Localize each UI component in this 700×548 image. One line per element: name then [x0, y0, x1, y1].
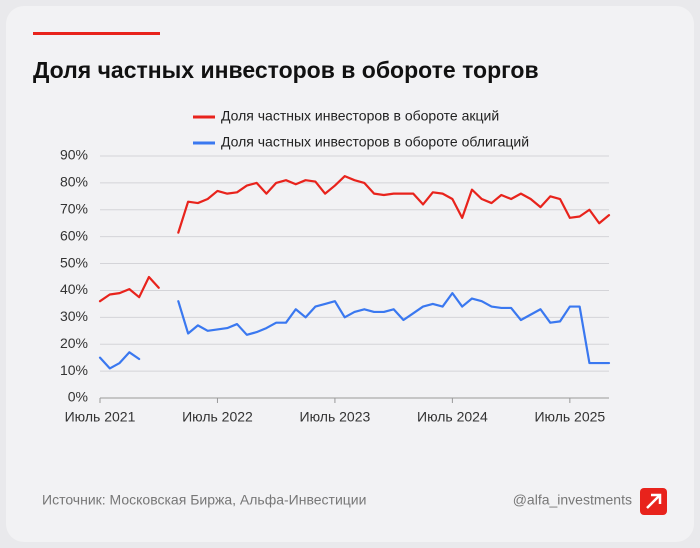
logo	[640, 488, 667, 515]
credit: @alfa_investments	[513, 492, 632, 508]
legend-label: Доля частных инвесторов в обороте облига…	[221, 134, 529, 150]
y-tick-label: 60%	[60, 227, 88, 243]
y-tick-label: 90%	[60, 147, 88, 163]
chart-title: Доля частных инвесторов в обороте торгов	[33, 57, 539, 83]
accent-rule	[33, 32, 160, 35]
y-tick-label: 30%	[60, 308, 88, 324]
y-tick-label: 20%	[60, 335, 88, 351]
y-tick-label: 70%	[60, 200, 88, 216]
legend-label: Доля частных инвесторов в обороте акций	[221, 108, 499, 124]
series-line	[98, 292, 611, 370]
x-tick-label: Июль 2022	[182, 409, 253, 425]
y-tick-label: 10%	[60, 362, 88, 378]
y-tick-label: 50%	[60, 254, 88, 270]
y-tick-label: 0%	[68, 389, 88, 405]
x-tick-label: Июль 2025	[534, 409, 605, 425]
series-line	[98, 175, 611, 303]
x-tick-label: Июль 2024	[417, 409, 488, 425]
y-tick-label: 80%	[60, 174, 88, 190]
source: Источник: Московская Биржа, Альфа-Инвест…	[42, 492, 366, 508]
x-tick-label: Июль 2023	[300, 409, 371, 425]
x-tick-label: Июль 2021	[65, 409, 136, 425]
card	[6, 6, 694, 542]
y-tick-label: 40%	[60, 281, 88, 297]
